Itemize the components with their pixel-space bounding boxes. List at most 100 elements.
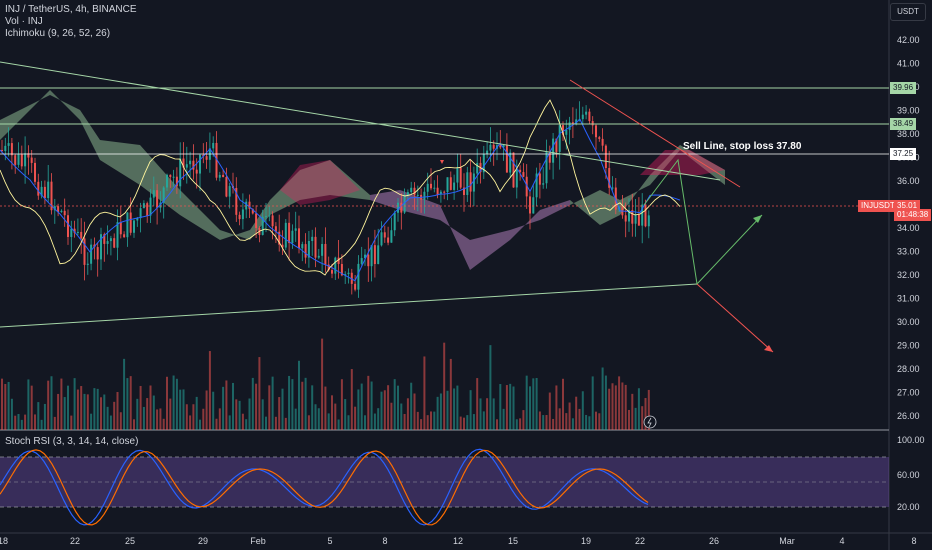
volume-bar <box>489 345 492 430</box>
candle-body <box>255 213 258 228</box>
volume-bar <box>314 404 317 430</box>
sell-trendline[interactable] <box>569 79 741 188</box>
lower-trendline[interactable] <box>0 283 698 328</box>
price-tag-38-49: 38.49 <box>890 118 917 130</box>
candle-body <box>331 270 333 274</box>
upper-trendline[interactable] <box>0 61 721 181</box>
volume-bar <box>423 356 426 430</box>
volume-bar <box>377 408 380 430</box>
stoch-rsi-legend[interactable]: Stoch RSI (3, 3, 14, 14, close) <box>5 436 139 447</box>
candle-body <box>357 263 360 290</box>
price-axis-label: 30.00 <box>897 317 920 327</box>
volume-bar <box>218 408 221 430</box>
volume-bar <box>486 398 489 430</box>
volume-bar <box>380 391 383 430</box>
volume-bar <box>436 396 439 430</box>
candle-body <box>611 187 614 189</box>
volume-bar <box>215 418 218 430</box>
candle-body <box>472 173 475 192</box>
volume-bar <box>146 398 149 430</box>
candle-body <box>40 186 43 196</box>
projection-path[interactable] <box>643 158 763 286</box>
volume-bar <box>103 394 106 430</box>
candle-body <box>298 228 300 249</box>
volume-bar <box>364 415 366 430</box>
candle-body <box>294 228 297 231</box>
candle-body <box>215 142 218 178</box>
currency-button[interactable]: USDT <box>890 3 926 21</box>
candle-body <box>433 187 436 189</box>
volume-legend[interactable]: Vol · INJ <box>5 16 43 27</box>
ichimoku-cloud <box>0 90 725 270</box>
candle-body <box>512 152 515 188</box>
time-axis-label: Feb <box>250 536 266 546</box>
ichimoku-legend[interactable]: Ichimoku (9, 26, 52, 26) <box>5 28 111 39</box>
volume-bar <box>129 376 132 430</box>
volume-bar <box>133 419 135 430</box>
volume-bar <box>152 395 155 430</box>
volume-bar <box>222 386 225 430</box>
candle-body <box>195 169 198 174</box>
candle-body <box>235 187 238 215</box>
candle-body <box>189 160 192 165</box>
candle-body <box>446 177 449 193</box>
candle-body <box>311 236 314 242</box>
candle-body <box>515 169 518 188</box>
candle-body <box>337 257 340 265</box>
projection-path-down[interactable] <box>696 283 774 353</box>
candle-body <box>380 232 383 246</box>
time-axis-label: 4 <box>839 536 844 546</box>
candle-body <box>126 212 129 238</box>
time-axis-label: 22 <box>635 536 645 546</box>
volume-bar <box>439 393 442 430</box>
candle-body <box>43 186 46 199</box>
chikou-line <box>0 99 681 276</box>
volume-bar <box>433 411 436 430</box>
candle-body <box>601 138 604 146</box>
candle-body <box>96 247 99 260</box>
volume-bar <box>106 406 109 430</box>
candle-body <box>241 209 244 220</box>
volume-bar <box>529 386 531 430</box>
volume-bar <box>350 369 353 430</box>
signal-marker <box>440 160 444 164</box>
candle-body <box>340 264 343 276</box>
volume-bar <box>63 397 66 430</box>
candle-body <box>136 218 139 221</box>
time-axis-label: 12 <box>453 536 463 546</box>
volume-bar <box>166 376 168 430</box>
candle-body <box>291 230 294 244</box>
candle-body <box>390 230 393 243</box>
price-axis-label: 38.00 <box>897 129 920 139</box>
volume-bar <box>647 389 650 430</box>
candle-body <box>525 176 528 197</box>
volume-bar <box>618 376 621 430</box>
candle-body <box>509 152 512 173</box>
candle-body <box>205 156 208 160</box>
volume-bar <box>334 403 337 430</box>
volume-bar <box>208 351 211 430</box>
volume-bar <box>637 388 640 430</box>
candle-body <box>129 212 132 233</box>
price-axis-label: 26.00 <box>897 411 920 421</box>
replay-icon[interactable] <box>643 415 657 429</box>
volume-bar <box>281 388 284 430</box>
candle-body <box>522 172 525 177</box>
candle-body <box>100 234 102 260</box>
candle-body <box>76 231 79 233</box>
time-axis-label: 19 <box>581 536 591 546</box>
candle-body <box>449 177 452 190</box>
candle-body <box>595 125 597 138</box>
volume-bar <box>43 403 46 430</box>
volume-bar <box>595 411 597 430</box>
volume-bar <box>463 417 465 430</box>
candle-body <box>50 181 53 211</box>
volume-bar <box>469 390 472 430</box>
kumo-bear <box>640 150 725 175</box>
volume-bar <box>248 398 251 430</box>
candle-body <box>86 263 89 265</box>
sell-line-annotation[interactable]: Sell Line, stop loss 37.80 <box>683 141 802 152</box>
candle-body <box>20 154 23 167</box>
symbol-title[interactable]: INJ / TetherUS, 4h, BINANCE <box>5 4 137 15</box>
